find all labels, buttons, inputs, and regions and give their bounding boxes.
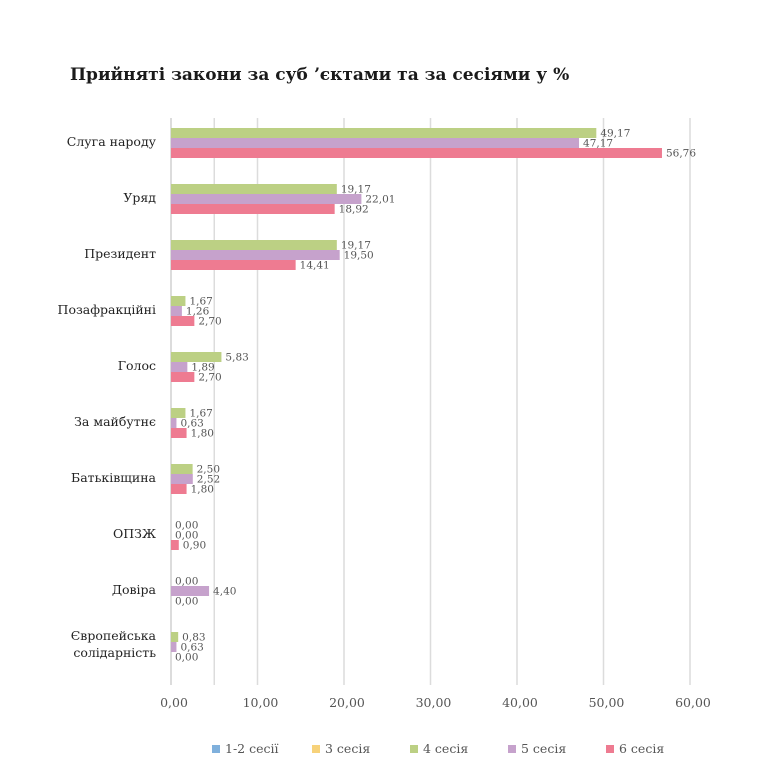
data-label: 1,26 (186, 306, 210, 318)
bar (171, 464, 193, 474)
legend-swatch (606, 745, 614, 753)
bar (171, 138, 580, 148)
data-label: 0,63 (180, 642, 203, 654)
bar (171, 306, 182, 316)
bar (171, 474, 193, 484)
bar (171, 418, 177, 428)
category-label: ОПЗЖ (113, 526, 156, 541)
legend-swatch (212, 745, 220, 753)
legend-label: 1-2 сесії (225, 741, 279, 756)
data-label: 1,89 (191, 362, 214, 374)
data-label: 2,50 (197, 464, 220, 476)
x-tick-label: 40,00 (502, 695, 538, 710)
legend-swatch (410, 745, 418, 753)
data-label: 5,83 (225, 352, 248, 364)
data-label: 22,01 (365, 194, 395, 206)
data-label: 14,41 (300, 260, 330, 272)
bar (171, 372, 195, 382)
category-label: Президент (84, 246, 156, 261)
legend-label: 3 сесія (325, 741, 370, 756)
data-label: 19,50 (344, 250, 374, 262)
data-label: 0,00 (175, 596, 198, 608)
x-tick-label: 10,00 (243, 695, 279, 710)
data-label: 0,00 (175, 520, 198, 532)
data-label: 1,80 (191, 428, 214, 440)
data-label: 49,17 (600, 128, 630, 140)
data-label: 4,40 (213, 586, 236, 598)
bar (171, 642, 177, 652)
bar (171, 194, 362, 204)
data-label: 0,00 (175, 530, 198, 542)
data-label: 2,70 (198, 372, 221, 384)
bar (171, 316, 195, 326)
category-label: Європейська (71, 628, 157, 643)
bar (171, 540, 179, 550)
data-label: 1,67 (189, 296, 212, 308)
legend-label: 6 сесія (619, 741, 664, 756)
category-label: Довіра (112, 582, 157, 597)
legend-label: 4 сесія (423, 741, 468, 756)
data-label: 0,90 (183, 540, 206, 552)
category-label: Уряд (123, 190, 156, 205)
bar (171, 128, 597, 138)
legend-label: 5 сесія (521, 741, 566, 756)
data-label: 0,83 (182, 632, 205, 644)
bar (171, 586, 210, 596)
data-label: 0,00 (175, 576, 198, 588)
x-tick-label: 0,00 (160, 695, 188, 710)
data-label: 1,67 (189, 408, 212, 420)
bar (171, 632, 179, 642)
x-tick-label: 60,00 (675, 695, 711, 710)
bar (171, 260, 296, 270)
x-tick-label: 30,00 (416, 695, 452, 710)
bar (171, 184, 337, 194)
category-label: За майбутнє (74, 414, 156, 429)
category-label: Слуга народу (67, 134, 157, 149)
bar (171, 408, 186, 418)
data-label: 2,70 (198, 316, 221, 328)
data-label: 1,80 (191, 484, 214, 496)
data-label: 2,52 (197, 474, 220, 486)
data-label: 0,63 (180, 418, 203, 430)
category-label: Батьківщина (71, 470, 156, 485)
data-label: 19,17 (341, 240, 371, 252)
bar (171, 362, 188, 372)
bar (171, 428, 187, 438)
bar (171, 296, 186, 306)
data-label: 56,76 (666, 148, 696, 160)
chart-title: Прийняті закони за суб ʼєктами та за сес… (70, 65, 569, 85)
bar (171, 240, 337, 250)
data-label: 19,17 (341, 184, 371, 196)
data-label: 47,17 (583, 138, 613, 150)
bar (171, 204, 335, 214)
bar (171, 352, 222, 362)
data-label: 18,92 (339, 204, 369, 216)
bar (171, 250, 340, 260)
x-tick-label: 20,00 (329, 695, 365, 710)
legend-swatch (312, 745, 320, 753)
x-tick-label: 50,00 (589, 695, 625, 710)
bar (171, 484, 187, 494)
category-label: солідарність (73, 645, 156, 660)
category-label: Позафракційні (58, 302, 156, 317)
data-label: 0,00 (175, 652, 198, 664)
category-label: Голос (118, 358, 156, 373)
bar (171, 148, 662, 158)
legend-swatch (508, 745, 516, 753)
